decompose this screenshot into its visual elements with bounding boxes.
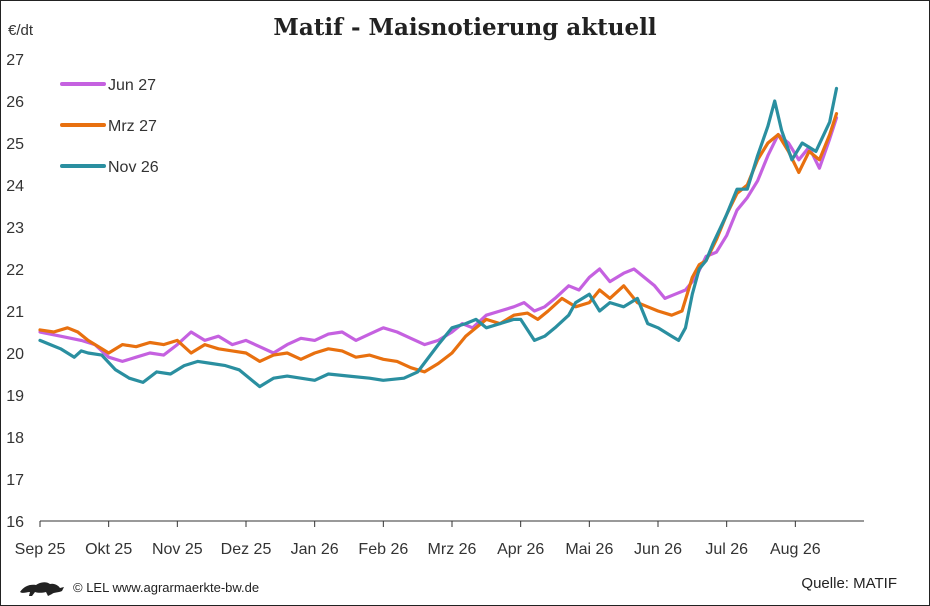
y-tick-label: 19 xyxy=(6,388,24,405)
y-tick-label: 22 xyxy=(6,262,24,279)
x-tick-label: Dez 25 xyxy=(221,541,272,558)
x-tick-label: Mai 26 xyxy=(565,541,613,558)
y-tick-label: 21 xyxy=(6,304,24,321)
x-tick-label: Feb 26 xyxy=(358,541,408,558)
series-line-nov-26 xyxy=(38,86,839,389)
y-axis-unit-label: €/dt xyxy=(8,22,34,39)
x-tick-label: Mrz 26 xyxy=(428,541,477,558)
x-tick-label: Jun 26 xyxy=(634,541,682,558)
legend-label: Jun 27 xyxy=(108,77,156,94)
y-tick-label: 26 xyxy=(6,94,24,111)
y-tick-label: 23 xyxy=(6,220,24,237)
chart-title: Matif - Maisnotierung aktuell xyxy=(273,14,657,41)
x-tick-label: Aug 26 xyxy=(770,541,821,558)
footer-source: Quelle: MATIF xyxy=(801,575,897,592)
chart-legend: Jun 27 Mrz 27 Nov 26 xyxy=(60,77,159,176)
series-line-jun-27 xyxy=(38,116,839,363)
x-tick-label: Apr 26 xyxy=(497,541,544,558)
footer-copyright: © LEL www.agrarmaerkte-bw.de xyxy=(73,580,260,595)
x-tick-label: Okt 25 xyxy=(85,541,132,558)
x-tick-label: Jul 26 xyxy=(705,541,748,558)
series-line-mrz-27 xyxy=(38,111,839,374)
y-tick-label: 16 xyxy=(6,514,24,531)
x-tick-label: Jan 26 xyxy=(291,541,339,558)
y-tick-label: 24 xyxy=(6,178,24,195)
y-tick-label: 17 xyxy=(6,472,24,489)
series-layer xyxy=(38,86,839,389)
lion-logo-icon xyxy=(20,582,64,596)
x-tick-label: Sep 25 xyxy=(15,541,66,558)
chart-axes: 16 17 18 19 20 21 22 23 24 25 26 27 Sep 25 Okt 25 Nov … xyxy=(6,52,864,558)
y-tick-label: 20 xyxy=(6,346,24,363)
x-tick-label: Nov 25 xyxy=(152,541,203,558)
y-tick-label: 25 xyxy=(6,136,24,153)
legend-label: Nov 26 xyxy=(108,159,159,176)
y-tick-label: 27 xyxy=(6,52,24,69)
legend-label: Mrz 27 xyxy=(108,118,157,135)
y-tick-label: 18 xyxy=(6,430,24,447)
